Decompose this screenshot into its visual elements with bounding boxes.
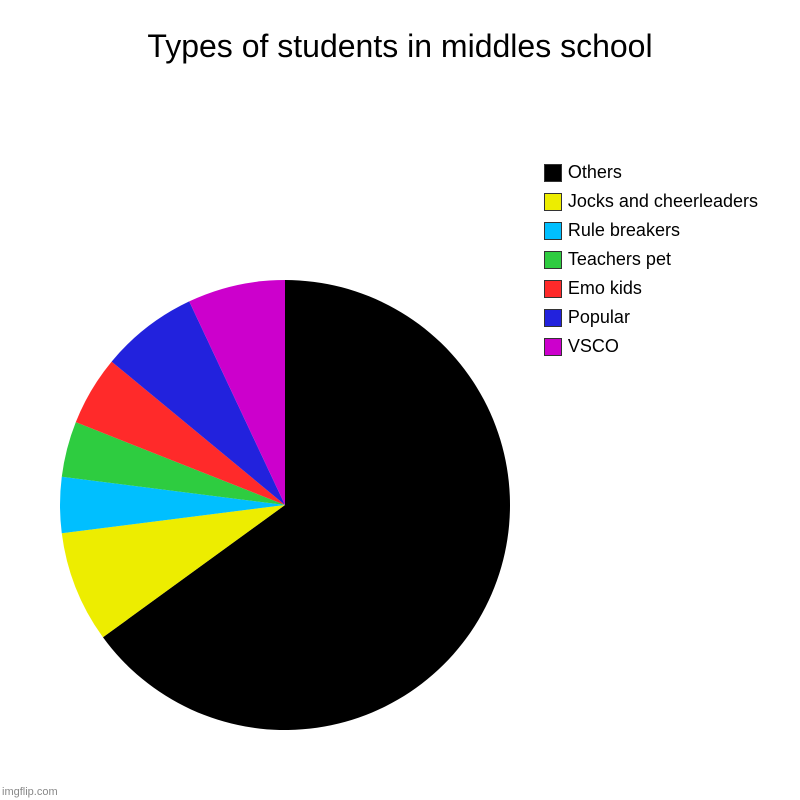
- watermark: imgflip.com: [2, 786, 58, 798]
- legend-swatch: [544, 280, 562, 298]
- legend-item: Rule breakers: [544, 220, 758, 241]
- legend-swatch: [544, 193, 562, 211]
- legend-item: Jocks and cheerleaders: [544, 191, 758, 212]
- legend-item: Others: [544, 162, 758, 183]
- legend-item: VSCO: [544, 336, 758, 357]
- legend-item: Popular: [544, 307, 758, 328]
- legend-swatch: [544, 309, 562, 327]
- legend-label: Others: [568, 162, 622, 183]
- legend-swatch: [544, 251, 562, 269]
- legend-label: Teachers pet: [568, 249, 671, 270]
- legend-swatch: [544, 164, 562, 182]
- legend-swatch: [544, 338, 562, 356]
- legend-label: Popular: [568, 307, 630, 328]
- legend-item: Emo kids: [544, 278, 758, 299]
- legend-swatch: [544, 222, 562, 240]
- legend-label: Jocks and cheerleaders: [568, 191, 758, 212]
- legend-label: Emo kids: [568, 278, 642, 299]
- legend-label: Rule breakers: [568, 220, 680, 241]
- legend-label: VSCO: [568, 336, 619, 357]
- chart-legend: Others Jocks and cheerleaders Rule breaker…: [544, 162, 758, 357]
- legend-item: Teachers pet: [544, 249, 758, 270]
- chart-title: Types of students in middles school: [0, 0, 800, 65]
- pie-chart: [40, 280, 530, 775]
